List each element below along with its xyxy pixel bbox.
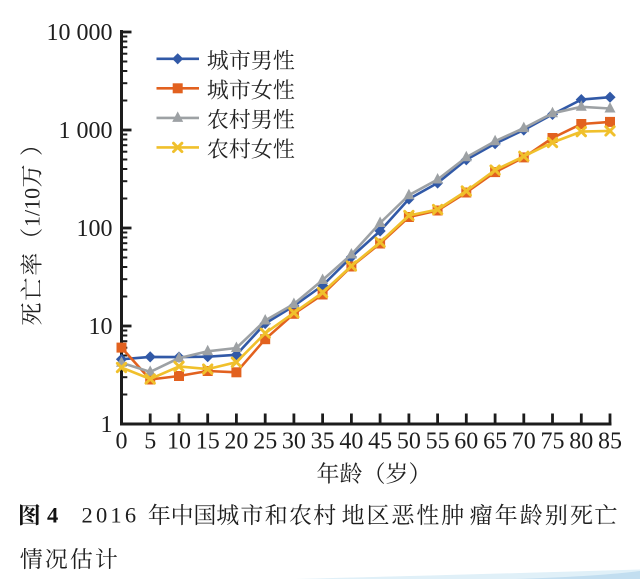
svg-text:30: 30	[282, 428, 306, 454]
svg-text:10 000: 10 000	[47, 20, 113, 46]
svg-text:0: 0	[116, 428, 128, 454]
svg-text:25: 25	[253, 428, 277, 454]
svg-text:1/10: 1/10	[19, 188, 44, 227]
svg-text:45: 45	[368, 428, 392, 454]
svg-text:70: 70	[512, 428, 536, 454]
svg-text:55: 55	[426, 428, 450, 454]
svg-text:35: 35	[311, 428, 335, 454]
svg-text:5: 5	[144, 428, 156, 454]
svg-text:10: 10	[167, 428, 191, 454]
svg-text:85: 85	[598, 428, 622, 454]
svg-text:65: 65	[483, 428, 507, 454]
svg-text:50: 50	[397, 428, 421, 454]
svg-text:80: 80	[569, 428, 593, 454]
svg-text:40: 40	[339, 428, 363, 454]
svg-text:1 000: 1 000	[59, 118, 113, 144]
svg-text:2016: 2016	[82, 503, 140, 528]
svg-text:15: 15	[196, 428, 220, 454]
svg-text:4: 4	[47, 503, 58, 528]
svg-text:20: 20	[224, 428, 248, 454]
svg-text:75: 75	[541, 428, 565, 454]
svg-text:10: 10	[89, 314, 113, 340]
svg-text:1: 1	[101, 412, 113, 438]
svg-text:100: 100	[77, 216, 113, 242]
svg-text:60: 60	[454, 428, 478, 454]
